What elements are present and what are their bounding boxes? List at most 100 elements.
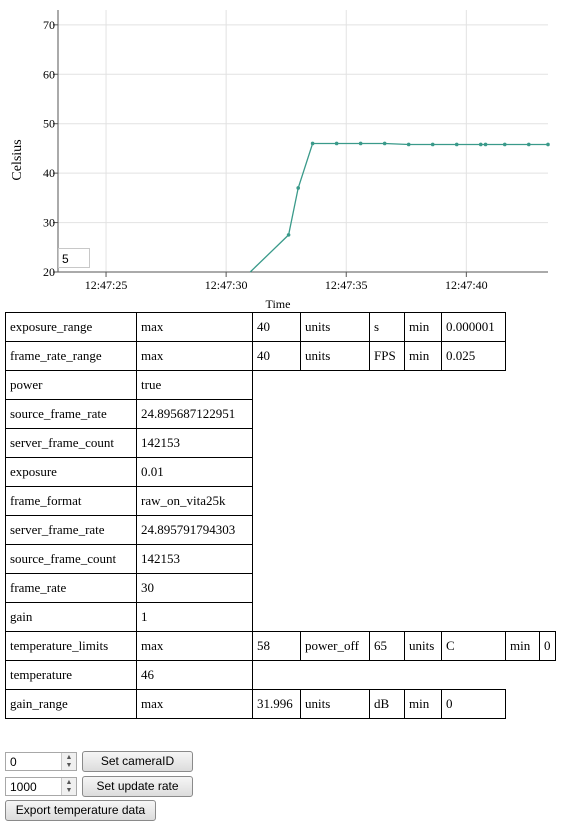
prop-value: raw_on_vita25k bbox=[136, 486, 253, 516]
prop-value: 0.000001 bbox=[441, 312, 506, 342]
prop-value: C bbox=[441, 631, 506, 661]
camera-id-value: 0 bbox=[10, 755, 17, 769]
chart-axes bbox=[57, 10, 548, 273]
prop-name: temperature_limits bbox=[5, 631, 137, 661]
y-tick-label: 30 bbox=[43, 216, 55, 230]
prop-value: units bbox=[300, 689, 370, 719]
prop-value: FPS bbox=[369, 341, 405, 371]
prop-name: exposure_range bbox=[5, 312, 137, 342]
spin-down-icon[interactable]: ▼ bbox=[65, 786, 73, 794]
data-point bbox=[502, 142, 507, 147]
y-tick-label: 70 bbox=[43, 18, 55, 32]
prop-value: s bbox=[369, 312, 405, 342]
prop-value: 0.01 bbox=[136, 457, 253, 487]
prop-value: 0.025 bbox=[441, 341, 506, 371]
table-row: gain 1 bbox=[5, 602, 556, 632]
table-row: server_frame_rate 24.895791794303 bbox=[5, 515, 556, 545]
chart-series bbox=[249, 141, 550, 273]
prop-value: 65 bbox=[369, 631, 405, 661]
table-row: temperature 46 bbox=[5, 660, 556, 690]
spin-arrows[interactable]: ▲ ▼ bbox=[61, 753, 76, 770]
data-point bbox=[382, 141, 387, 146]
temperature-series-line bbox=[249, 142, 548, 273]
x-axis-label: Time bbox=[266, 297, 291, 311]
set-update-rate-button[interactable]: Set update rate bbox=[82, 776, 193, 797]
prop-name: exposure bbox=[5, 457, 137, 487]
table-row: server_frame_count 142153 bbox=[5, 428, 556, 458]
prop-value: min bbox=[404, 312, 442, 342]
y-tick-label: 20 bbox=[43, 265, 55, 279]
table-row: frame_rate 30 bbox=[5, 573, 556, 603]
prop-name: frame_rate_range bbox=[5, 341, 137, 371]
prop-name: source_frame_rate bbox=[5, 399, 137, 429]
x-tick-label: 12:47:30 bbox=[205, 278, 248, 292]
prop-value: 142153 bbox=[136, 428, 253, 458]
data-point bbox=[406, 142, 411, 147]
data-point bbox=[310, 141, 315, 146]
spin-down-icon[interactable]: ▼ bbox=[65, 761, 73, 769]
table-row: exposure_range max 40 units s min 0.0000… bbox=[5, 312, 556, 342]
prop-name: source_frame_count bbox=[5, 544, 137, 574]
prop-value: max bbox=[136, 341, 253, 371]
data-point bbox=[358, 141, 363, 146]
data-point bbox=[546, 142, 550, 147]
prop-value: dB bbox=[369, 689, 405, 719]
prop-value: 58 bbox=[252, 631, 301, 661]
camera-properties-table: exposure_range max 40 units s min 0.0000… bbox=[5, 312, 556, 719]
prop-name: power bbox=[5, 370, 137, 400]
prop-value: 142153 bbox=[136, 544, 253, 574]
table-row: source_frame_rate 24.895687122951 bbox=[5, 399, 556, 429]
prop-value: 0 bbox=[441, 689, 506, 719]
prop-name: server_frame_rate bbox=[5, 515, 137, 545]
prop-name: temperature bbox=[5, 660, 137, 690]
spin-up-icon[interactable]: ▲ bbox=[65, 778, 73, 786]
prop-value: min bbox=[404, 689, 442, 719]
y-tick-label: 60 bbox=[43, 67, 55, 81]
data-point bbox=[478, 142, 483, 147]
y-axis-label: Celsius bbox=[10, 139, 25, 180]
prop-name: gain bbox=[5, 602, 137, 632]
table-row: source_frame_count 142153 bbox=[5, 544, 556, 574]
table-row: exposure 0.01 bbox=[5, 457, 556, 487]
prop-value: units bbox=[404, 631, 442, 661]
data-point bbox=[296, 186, 300, 190]
prop-value: true bbox=[136, 370, 253, 400]
prop-value: 46 bbox=[136, 660, 253, 690]
spin-arrows[interactable]: ▲ ▼ bbox=[61, 778, 76, 795]
prop-value: 0 bbox=[539, 631, 556, 661]
data-point bbox=[526, 142, 531, 147]
prop-value: 30 bbox=[136, 573, 253, 603]
prop-name: server_frame_count bbox=[5, 428, 137, 458]
prop-value: 24.895791794303 bbox=[136, 515, 253, 545]
update-rate-spinbox[interactable]: 1000 ▲ ▼ bbox=[5, 777, 77, 796]
zoom-level-field[interactable]: 5 bbox=[58, 248, 90, 268]
x-tick-label: 12:47:40 bbox=[445, 278, 488, 292]
prop-value: units bbox=[300, 312, 370, 342]
table-row: temperature_limits max 58 power_off 65 u… bbox=[5, 631, 556, 661]
data-point bbox=[483, 142, 488, 147]
x-tick-label: 12:47:25 bbox=[85, 278, 128, 292]
prop-value: min bbox=[505, 631, 540, 661]
prop-value: units bbox=[300, 341, 370, 371]
spin-up-icon[interactable]: ▲ bbox=[65, 753, 73, 761]
prop-value: 1 bbox=[136, 602, 253, 632]
prop-name: gain_range bbox=[5, 689, 137, 719]
update-rate-value: 1000 bbox=[10, 780, 37, 794]
chart-grid bbox=[58, 10, 548, 273]
y-tick-label: 40 bbox=[43, 166, 55, 180]
prop-name: frame_format bbox=[5, 486, 137, 516]
prop-value: max bbox=[136, 312, 253, 342]
camera-id-spinbox[interactable]: 0 ▲ ▼ bbox=[5, 752, 77, 771]
export-temperature-data-button[interactable]: Export temperature data bbox=[5, 800, 156, 821]
prop-value: 40 bbox=[252, 312, 301, 342]
prop-value: min bbox=[404, 341, 442, 371]
prop-value: power_off bbox=[300, 631, 370, 661]
prop-value: max bbox=[136, 689, 253, 719]
prop-value: max bbox=[136, 631, 253, 661]
prop-value: 31.996 bbox=[252, 689, 301, 719]
table-row: power true bbox=[5, 370, 556, 400]
set-camera-id-button[interactable]: Set cameraID bbox=[82, 751, 193, 772]
data-point bbox=[286, 233, 291, 237]
table-row: frame_rate_range max 40 units FPS min 0.… bbox=[5, 341, 556, 371]
chart-ticks: 20 30 40 50 60 70 12:47:25 12:47:30 12:47:35 12:4… bbox=[43, 18, 488, 292]
